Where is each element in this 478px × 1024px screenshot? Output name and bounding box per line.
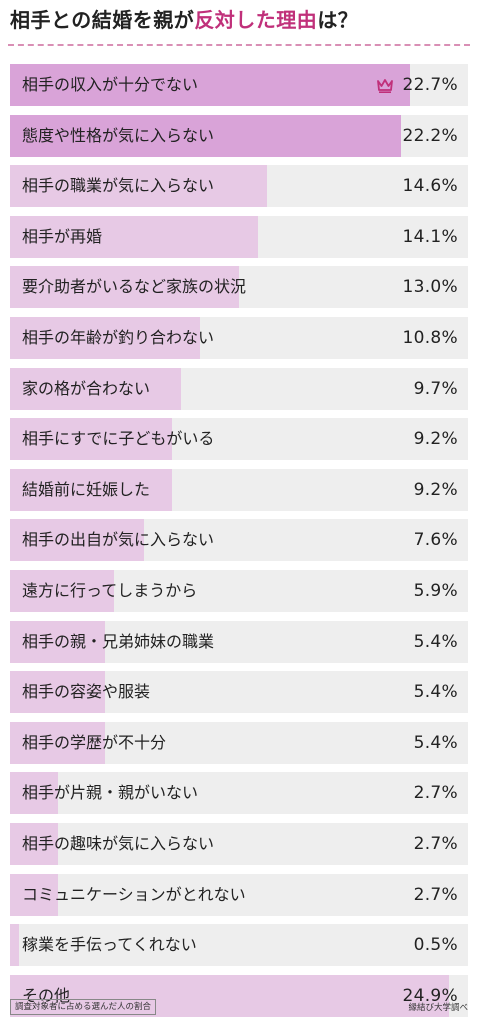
bar bbox=[10, 924, 19, 967]
bar-row: 稼業を手伝ってくれない 0.5% bbox=[10, 924, 468, 967]
bar bbox=[10, 266, 239, 309]
bar bbox=[10, 114, 402, 157]
bar bbox=[10, 570, 114, 612]
category-label: 相手にすでに子どもがいる bbox=[22, 429, 215, 449]
category-label: 遠方に行ってしまうから bbox=[22, 581, 198, 600]
value-label: 9.2% bbox=[413, 429, 458, 450]
category-label: 要介助者がいるなど家族の状況 bbox=[22, 277, 247, 297]
category-label: 態度や性格が気に入らない bbox=[22, 125, 215, 145]
title-part2: は？ bbox=[317, 8, 359, 32]
bar-row: 相手の趣味が気に入らない 2.7% bbox=[10, 823, 468, 865]
bar bbox=[10, 367, 181, 410]
bar bbox=[10, 64, 410, 106]
bar bbox=[10, 215, 259, 258]
value-label: 24.9% bbox=[402, 985, 458, 1006]
bar-row: 相手の収入が十分でない 22.7% bbox=[10, 64, 468, 106]
value-label: 0.5% bbox=[413, 935, 458, 956]
bar-row: コミュニケーションがとれない 2.7% bbox=[10, 873, 468, 916]
bar-row: 家の格が合わない 9.7% bbox=[10, 367, 468, 410]
bar-row: 態度や性格が気に入らない 22.2% bbox=[10, 114, 468, 157]
category-label: 相手の収入が十分でない bbox=[22, 75, 199, 94]
bar-row: 相手の容姿や服装 5.4% bbox=[10, 671, 468, 714]
category-label: 稼業を手伝ってくれない bbox=[22, 935, 197, 955]
bar-chart: 相手の収入が十分でない 22.7% 態度や性格が気に入らない 22.2% 相手の職業が気… bbox=[10, 64, 468, 1017]
bar bbox=[10, 873, 58, 916]
value-label: 13.0% bbox=[402, 277, 458, 298]
value-label: 7.6% bbox=[413, 530, 458, 551]
category-label: 相手の学歴が不十分 bbox=[22, 732, 167, 752]
bar bbox=[10, 317, 201, 359]
category-label: 相手の趣味が気に入らない bbox=[22, 834, 215, 853]
crown-icon bbox=[377, 79, 393, 93]
bar bbox=[10, 418, 173, 461]
category-label: 結婚前に妊娠した bbox=[22, 479, 151, 499]
bar-row: その他 24.9% bbox=[10, 974, 468, 1017]
value-label: 10.8% bbox=[402, 328, 458, 348]
value-label: 14.6% bbox=[402, 176, 458, 197]
value-label: 9.2% bbox=[413, 479, 458, 500]
bar-row: 結婚前に妊娠した 9.2% bbox=[10, 468, 468, 511]
category-label: 相手の職業が気に入らない bbox=[22, 176, 215, 196]
value-label: 22.2% bbox=[402, 125, 458, 146]
category-label: 相手の親・兄弟姉妹の職業 bbox=[22, 631, 215, 651]
bar-row: 相手の年齢が釣り合わない 10.8% bbox=[10, 317, 468, 359]
category-label: コミュニケーションがとれない bbox=[22, 884, 246, 904]
value-label: 14.1% bbox=[402, 226, 458, 247]
value-label: 5.4% bbox=[413, 631, 458, 652]
dashed-divider bbox=[8, 44, 470, 46]
category-label: 相手が再婚 bbox=[22, 226, 103, 246]
value-label: 22.7% bbox=[402, 75, 458, 95]
bar bbox=[10, 620, 106, 663]
title-highlight: 反対した理由 bbox=[194, 8, 318, 32]
category-label: その他 bbox=[22, 985, 71, 1005]
bar bbox=[10, 468, 173, 511]
value-label: 2.7% bbox=[413, 783, 458, 804]
bar-row: 相手の職業が気に入らない 14.6% bbox=[10, 165, 468, 208]
title-part1: 相手との結婚を親が bbox=[10, 8, 195, 32]
bar-row: 相手が再婚 14.1% bbox=[10, 215, 468, 258]
value-label: 9.7% bbox=[413, 378, 458, 399]
chart-title: 相手との結婚を親が反対した理由は？ bbox=[10, 4, 358, 36]
bar bbox=[10, 165, 268, 208]
category-label: 相手が片親・親がいない bbox=[22, 783, 199, 803]
bar bbox=[10, 974, 449, 1017]
bar-row: 相手にすでに子どもがいる 9.2% bbox=[10, 418, 468, 461]
value-label: 5.9% bbox=[413, 581, 458, 601]
value-label: 5.4% bbox=[413, 682, 458, 703]
bar bbox=[10, 823, 58, 865]
bar bbox=[10, 772, 58, 815]
bar-row: 相手の出自が気に入らない 7.6% bbox=[10, 519, 468, 562]
value-label: 2.7% bbox=[413, 884, 458, 905]
bar-row: 相手が片親・親がいない 2.7% bbox=[10, 772, 468, 815]
bar-row: 要介助者がいるなど家族の状況 13.0% bbox=[10, 266, 468, 309]
value-label: 2.7% bbox=[413, 834, 458, 854]
bar bbox=[10, 519, 144, 562]
source-note: 縁結び大学調べ bbox=[408, 1003, 468, 1013]
bar bbox=[10, 671, 106, 714]
bar bbox=[10, 721, 106, 764]
footnote: 調査対象者に占める選んだ人の割合 bbox=[10, 999, 157, 1015]
value-label: 5.4% bbox=[413, 732, 458, 753]
category-label: 相手の容姿や服装 bbox=[22, 682, 151, 702]
category-label: 家の格が合わない bbox=[22, 378, 151, 398]
category-label: 相手の年齢が釣り合わない bbox=[22, 328, 215, 347]
bar-row: 相手の学歴が不十分 5.4% bbox=[10, 721, 468, 764]
bar-row: 相手の親・兄弟姉妹の職業 5.4% bbox=[10, 620, 468, 663]
category-label: 相手の出自が気に入らない bbox=[22, 530, 215, 550]
bar-row: 遠方に行ってしまうから 5.9% bbox=[10, 570, 468, 612]
